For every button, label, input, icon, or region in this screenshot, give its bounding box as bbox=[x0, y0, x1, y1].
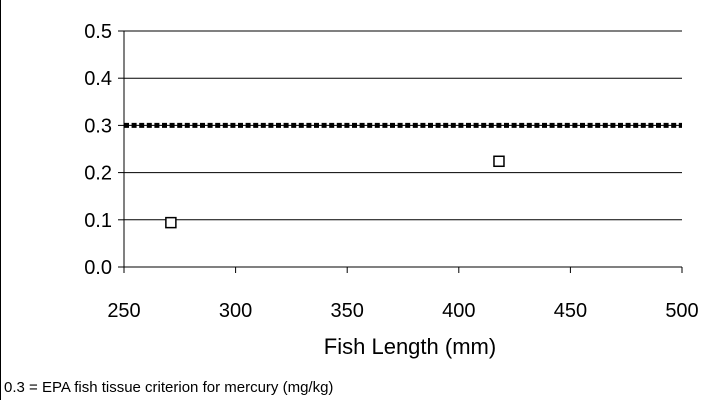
y-tick-label-4: 0.4 bbox=[84, 68, 112, 90]
y-tick-label-3: 0.3 bbox=[84, 115, 112, 137]
x-tick-label-4: 450 bbox=[554, 300, 587, 322]
y-tick-label-5: 0.5 bbox=[84, 21, 112, 43]
x-tick-label-0: 250 bbox=[107, 300, 140, 322]
y-tick-label-0: 0.0 bbox=[84, 257, 112, 279]
x-tick-label-1: 300 bbox=[219, 300, 252, 322]
y-tick-label-2: 0.2 bbox=[84, 163, 112, 185]
chart-footnote: 0.3 = EPA fish tissue criterion for merc… bbox=[4, 379, 333, 396]
x-tick-label-3: 400 bbox=[442, 300, 475, 322]
data-points bbox=[166, 156, 504, 227]
y-tick-label-1: 0.1 bbox=[84, 210, 112, 232]
data-point-0-0 bbox=[166, 218, 176, 228]
data-point-0-1 bbox=[494, 156, 504, 166]
x-tick-label-2: 350 bbox=[331, 300, 364, 322]
tick-labels: 0.0 0.1 0.2 0.3 0.4 0.5 250 300 350 400 450 500 bbox=[84, 21, 699, 322]
x-tick-label-5: 500 bbox=[665, 300, 698, 322]
x-axis-title: Fish Length (mm) bbox=[324, 334, 496, 359]
axes bbox=[118, 31, 682, 273]
